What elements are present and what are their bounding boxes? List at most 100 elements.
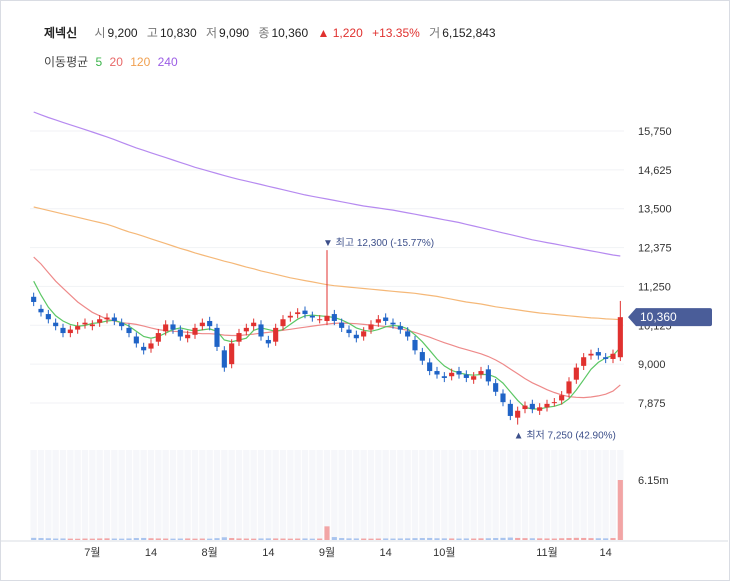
candle-body	[38, 308, 44, 313]
volume-bar	[441, 538, 447, 540]
volume-bar	[581, 537, 587, 540]
volume-bg	[103, 450, 111, 540]
candle-body	[522, 405, 528, 410]
volume-bar	[529, 538, 535, 540]
candle-body	[537, 407, 543, 411]
volume-bar	[507, 537, 513, 540]
volume-bar	[412, 538, 418, 540]
volume-bar	[207, 538, 213, 540]
volume-label: 거	[429, 26, 441, 40]
volume-bar	[405, 538, 411, 540]
x-tick-label: 14	[262, 547, 274, 559]
y-tick-label: 9,000	[638, 359, 666, 371]
volume-bg	[301, 450, 309, 540]
volume-bar	[38, 538, 44, 540]
ma-legend-120[interactable]: 120	[130, 55, 151, 69]
volume-bar	[309, 538, 315, 540]
candle-body	[163, 324, 169, 332]
volume-bar	[331, 537, 337, 540]
candle-body	[82, 322, 88, 325]
ma-legend-5[interactable]: 5	[95, 55, 103, 69]
volume-bg	[235, 450, 243, 540]
volume-bar	[75, 538, 81, 540]
candle-body	[493, 383, 499, 392]
volume-bar	[119, 538, 125, 540]
volume-bg	[397, 450, 404, 540]
x-tick-label: 11월	[536, 546, 558, 559]
candle	[544, 399, 550, 412]
candle-body	[478, 371, 484, 375]
candle-body	[324, 315, 330, 321]
candle-body	[214, 327, 220, 347]
volume-bar	[449, 538, 455, 540]
volume-bg	[96, 450, 103, 540]
volume-bar	[273, 538, 279, 540]
x-axis: 7월 14 8월 14 9월 14 10월 11월 14	[0, 540, 728, 559]
candle	[324, 250, 330, 326]
volume-bar	[346, 538, 352, 540]
volume-bg	[485, 450, 492, 540]
candle	[302, 306, 308, 319]
candle	[45, 309, 51, 324]
volume-bg	[558, 450, 565, 540]
volume-bg	[331, 450, 338, 540]
candle	[192, 323, 198, 339]
candle-body	[383, 317, 389, 321]
candle-body	[346, 329, 352, 334]
ma-240-line	[33, 111, 621, 257]
candle	[229, 339, 235, 369]
candle	[243, 323, 249, 336]
volume-bg	[536, 450, 543, 540]
volume-bar	[199, 538, 205, 540]
candle	[346, 325, 352, 338]
candle	[375, 315, 381, 327]
candle-body	[617, 317, 623, 358]
candle-body	[471, 376, 477, 380]
volume-bar	[610, 538, 616, 540]
candle-body	[148, 343, 154, 349]
volume-bg	[213, 450, 221, 540]
candle-body	[258, 324, 264, 337]
volume-bar	[133, 538, 139, 540]
current-price-label: 10,360	[640, 310, 677, 324]
volume-bg	[521, 450, 529, 540]
candle	[581, 353, 587, 371]
low-value: 9,090	[219, 26, 250, 40]
volume-bar	[251, 538, 257, 540]
volume-bg	[455, 450, 463, 540]
volume-bg	[609, 450, 617, 540]
y-tick-label: 11,250	[638, 281, 671, 293]
volume-bg	[543, 450, 551, 540]
candle-body	[67, 329, 73, 334]
volume-bg	[338, 450, 345, 540]
candle	[258, 320, 264, 341]
volume-bg	[45, 450, 52, 540]
ma-legend-240[interactable]: 240	[157, 55, 178, 69]
volume-bars: 6.15m	[31, 475, 669, 540]
volume-bg	[411, 450, 419, 540]
y-tick-label: 14,625	[638, 165, 672, 177]
volume-bg	[177, 450, 184, 540]
volume-bar	[214, 538, 220, 540]
candle	[38, 304, 44, 317]
candle	[251, 318, 257, 331]
candle	[551, 397, 557, 407]
volume-bar	[419, 538, 425, 540]
volume-bar	[544, 538, 550, 540]
candle-body	[610, 353, 616, 359]
volume-bg	[448, 450, 455, 540]
stock-header: 제넥신 시 9,200 고 10,830 저 9,090 종 10,360 ▲ 1,22…	[44, 24, 502, 41]
candle	[104, 313, 110, 324]
candle	[456, 366, 462, 379]
candle-body	[515, 410, 521, 418]
candle	[236, 328, 242, 346]
candle-body	[500, 393, 506, 403]
candle-body	[155, 333, 161, 342]
ma-legend-20[interactable]: 20	[109, 55, 123, 69]
open-value: 9,200	[107, 26, 138, 40]
candle	[331, 309, 337, 326]
candle	[31, 292, 37, 307]
volume-bg	[602, 450, 609, 540]
volume-bar	[324, 526, 330, 540]
